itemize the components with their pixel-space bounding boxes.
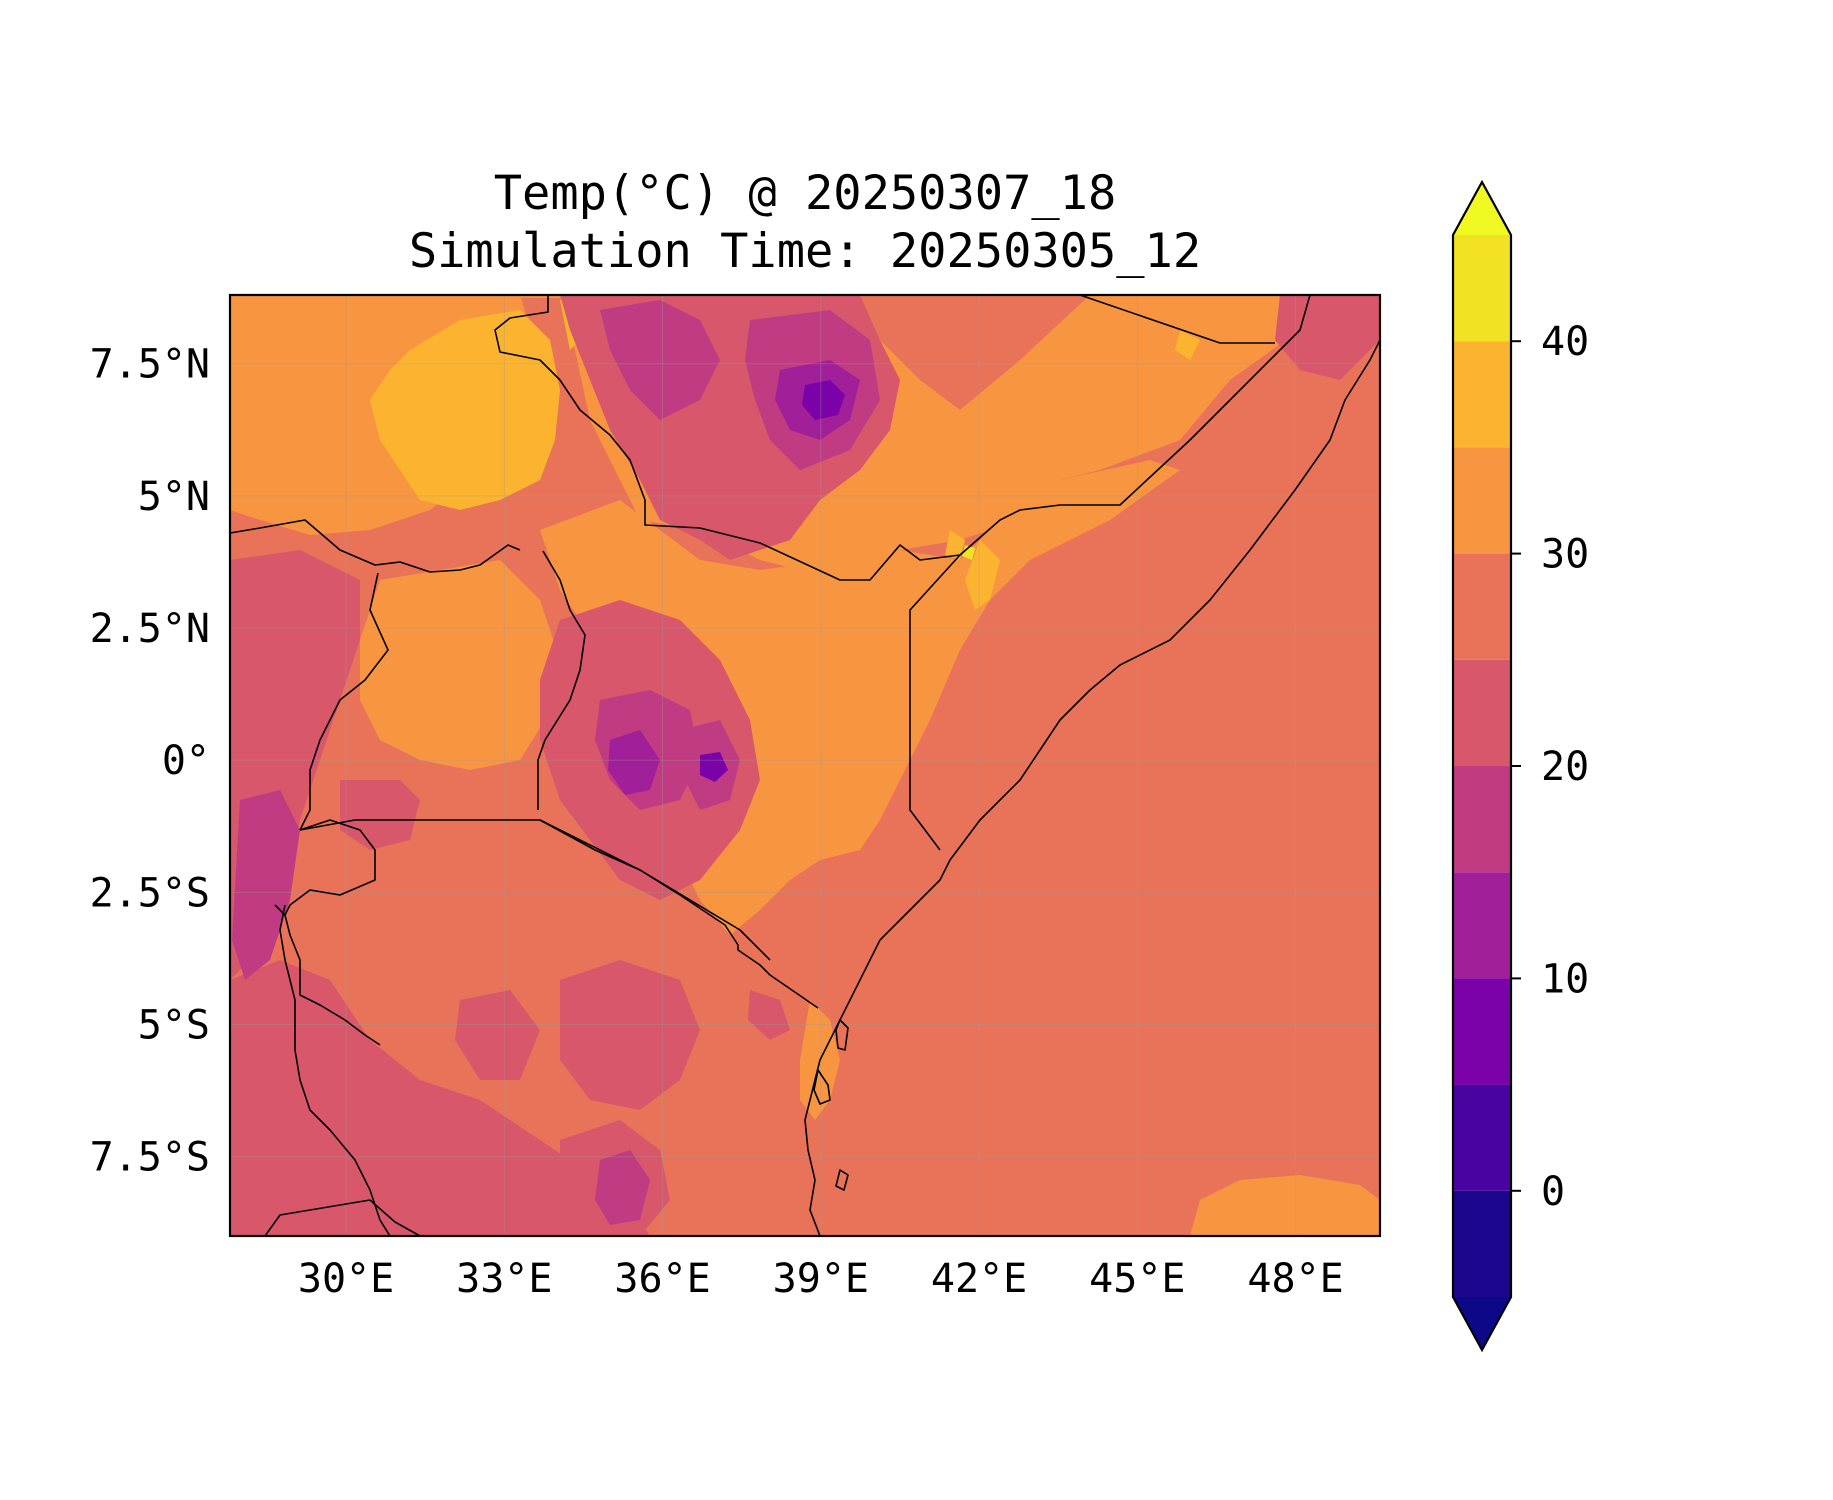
x-tick-label: 33°E xyxy=(456,1256,552,1302)
contour-35-40-somalia-2 xyxy=(945,530,965,560)
x-tick-label: 36°E xyxy=(614,1256,710,1302)
contour-30-35-uganda xyxy=(360,560,560,770)
country-borders xyxy=(230,295,1380,1236)
border-kenya-tanzania xyxy=(539,819,819,1009)
x-tick-label: 48°E xyxy=(1247,1256,1343,1302)
contour-20-25-usambara xyxy=(748,990,790,1040)
colorbar-segment xyxy=(1453,1084,1511,1191)
border-uganda-kenya xyxy=(537,550,586,810)
colorbar-segment xyxy=(1453,235,1511,342)
y-tick-label: 0° xyxy=(162,738,210,784)
colorbar-segment xyxy=(1453,766,1511,873)
colorbar-tick-label: 0 xyxy=(1541,1169,1565,1215)
contour-35-40-somalia xyxy=(965,540,1000,610)
border-zambia xyxy=(264,1199,371,1236)
map-frame xyxy=(228,293,1382,1238)
y-tick-label: 7.5°S xyxy=(90,1135,210,1181)
colorbar xyxy=(1451,179,1513,1353)
coastline-mafia-island xyxy=(835,1169,849,1191)
colorbar-outline xyxy=(1451,179,1513,1353)
contour-20-25-southwest xyxy=(230,960,650,1236)
x-tick-label: 39°E xyxy=(773,1256,869,1302)
contour-15-20-ethiopia xyxy=(600,300,720,420)
colorbar-ticks: 0 10 20 30 40 xyxy=(1511,319,1589,1215)
contour-40-45 xyxy=(962,545,975,560)
x-tick-label: 42°E xyxy=(931,1256,1027,1302)
contour-15-20-sw-tanzania xyxy=(595,1150,650,1225)
colorbar-segment xyxy=(1453,341,1511,448)
colorbar-extend-under xyxy=(1453,1297,1511,1350)
contour-20-25-tanzania-mid xyxy=(455,990,540,1080)
colorbar-segment xyxy=(1453,978,1511,1085)
contour-30-35-tanzania-se xyxy=(1190,1175,1380,1236)
colorbar-segment xyxy=(1453,553,1511,660)
contour-20-25-nw-somalia xyxy=(1275,295,1380,380)
contour-35-40-south-sudan xyxy=(370,310,560,510)
contour-5-10-ethiopia xyxy=(802,380,845,420)
contour-15-20-rwenzori xyxy=(232,790,300,980)
coastline-somalia xyxy=(804,339,1380,1236)
contour-35-40-ne xyxy=(1175,330,1200,360)
x-tick-label: 45°E xyxy=(1089,1256,1185,1302)
border-drc-tanzania-lake xyxy=(279,904,391,1236)
contour-10-15-kenya xyxy=(608,730,660,795)
colorbar-extend-over xyxy=(1453,182,1511,235)
contour-5-10-kenya xyxy=(700,752,728,782)
longitude-ticks: 30°E 33°E 36°E 39°E 42°E 45°E 48°E xyxy=(298,1256,1344,1302)
temperature-field xyxy=(230,295,1380,1236)
x-tick-label: 30°E xyxy=(298,1256,394,1302)
coastline-zanzibar-island xyxy=(813,1069,831,1105)
colorbar-tick-label: 30 xyxy=(1541,532,1589,578)
contour-20-25-lake-victoria-west xyxy=(340,780,420,850)
plot-title-line-1: Temp(°C) @ 20250307_18 xyxy=(493,166,1117,221)
gridlines xyxy=(230,295,1380,1236)
y-tick-label: 2.5°N xyxy=(90,606,210,652)
border-malawi xyxy=(369,1199,421,1236)
border-uganda-drc xyxy=(299,572,389,831)
colorbar-segment xyxy=(1453,872,1511,979)
y-tick-label: 2.5°S xyxy=(90,870,210,916)
contour-20-25-tanzania-central xyxy=(560,960,700,1110)
border-ethiopia-eritrea xyxy=(1079,295,1275,344)
y-tick-label: 5°N xyxy=(138,474,210,520)
border-burundi-tanzania xyxy=(284,914,381,1046)
coastline-pemba-island xyxy=(835,1019,849,1051)
border-lake-victoria-tanzania xyxy=(299,819,771,961)
border-south-sudan-ethiopia xyxy=(494,295,1311,581)
colorbar-segment xyxy=(1453,1190,1511,1297)
border-sudan-uganda xyxy=(230,519,521,573)
latitude-ticks: 7.5°N 5°N 2.5°N 0° 2.5°S 5°S 7.5°S xyxy=(90,342,210,1181)
colorbar-tick-label: 20 xyxy=(1541,744,1589,790)
colorbar-tick-label: 10 xyxy=(1541,956,1589,1002)
colorbar-segment xyxy=(1453,659,1511,766)
y-tick-label: 5°S xyxy=(138,1003,210,1049)
colorbar-tick-label: 40 xyxy=(1541,319,1589,365)
plot-title-line-2: Simulation Time: 20250305_12 xyxy=(408,224,1202,279)
y-tick-label: 7.5°N xyxy=(90,342,210,388)
border-rwanda-burundi xyxy=(274,819,376,916)
border-kenya-somalia xyxy=(909,554,961,851)
colorbar-segment xyxy=(1453,447,1511,554)
